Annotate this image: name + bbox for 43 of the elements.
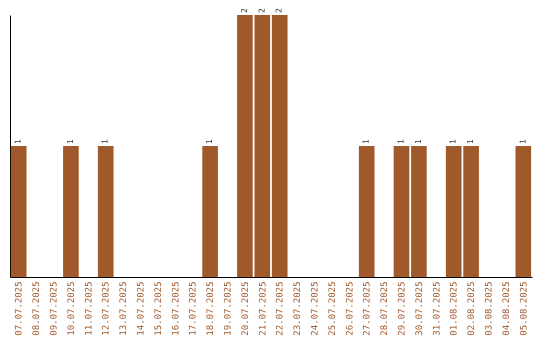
data-label: 1	[396, 139, 406, 144]
x-tick-label: 04.08.2025	[502, 282, 512, 336]
data-label: 1	[466, 139, 476, 144]
x-tick-label: 27.07.2025	[362, 282, 373, 336]
x-tick-label: 05.08.2025	[519, 282, 530, 336]
x-tick-label: 21.07.2025	[258, 282, 268, 336]
x-tick-label: 14.07.2025	[136, 282, 146, 336]
x-tick-label: 02.08.2025	[467, 282, 478, 336]
data-label: 1	[448, 139, 458, 144]
x-tick-label: 11.07.2025	[84, 282, 94, 336]
x-tick-label: 25.07.2025	[328, 282, 338, 336]
x-tick-label: 15.07.2025	[154, 282, 164, 336]
x-tick-label: 16.07.2025	[171, 282, 182, 336]
data-label: 2	[274, 8, 284, 13]
x-tick-label: 12.07.2025	[102, 282, 112, 336]
x-tick-label: 19.07.2025	[224, 282, 234, 336]
x-tick-label: 03.08.2025	[484, 282, 494, 336]
data-label: 1	[14, 139, 23, 144]
x-tick-label: 18.07.2025	[206, 282, 216, 336]
data-label: 2	[240, 8, 249, 13]
x-tick-label: 17.07.2025	[188, 282, 199, 336]
x-tick-label: 10.07.2025	[66, 282, 77, 336]
x-tick-label: 20.07.2025	[240, 282, 251, 336]
x-tick-label: 29.07.2025	[398, 282, 408, 336]
x-tick-label: 22.07.2025	[276, 282, 286, 336]
data-label: 1	[518, 139, 528, 144]
x-tick-label: 23.07.2025	[293, 282, 304, 336]
data-label: 1	[100, 139, 110, 144]
data-label: 1	[66, 139, 75, 144]
x-tick-label: 26.07.2025	[345, 282, 356, 336]
x-tick-label: 31.07.2025	[432, 282, 442, 336]
data-label: 2	[257, 8, 266, 13]
x-tick-label: 13.07.2025	[119, 282, 130, 336]
x-tick-label: 08.07.2025	[32, 282, 42, 336]
x-tick-label: 24.07.2025	[310, 282, 320, 336]
data-label: 1	[414, 139, 423, 144]
x-tick-label: 07.07.2025	[14, 282, 25, 336]
data-label: 1	[205, 139, 214, 144]
x-tick-label: 30.07.2025	[414, 282, 425, 336]
data-label: 1	[362, 139, 371, 144]
x-tick-label: 01.08.2025	[450, 282, 460, 336]
x-tick-label: 09.07.2025	[50, 282, 60, 336]
x-tick-label: 28.07.2025	[380, 282, 390, 336]
